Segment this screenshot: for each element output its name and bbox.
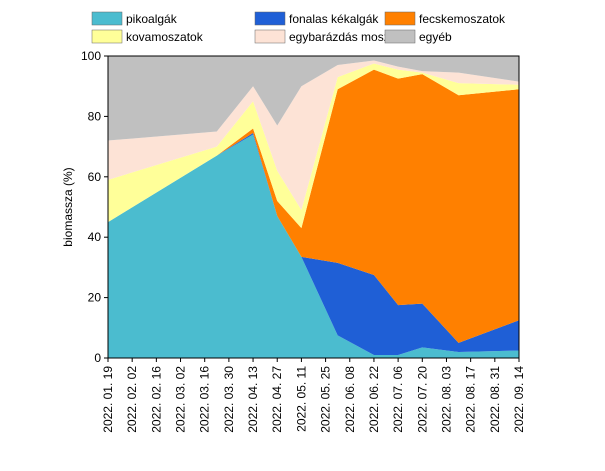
y-tick-label: 20 — [88, 291, 102, 305]
x-tick-label: 2022. 02. 16 — [149, 366, 163, 433]
legend-swatch — [91, 29, 123, 44]
y-tick-label: 40 — [88, 230, 102, 244]
x-tick-label: 2022. 05. 25 — [319, 366, 333, 433]
legend-label: egybarázdás moszatok — [289, 30, 413, 44]
legend-swatch — [254, 29, 286, 44]
legend-swatch — [384, 29, 416, 44]
x-tick-label: 2022. 07. 20 — [415, 366, 429, 433]
x-tick-label: 2022. 09. 14 — [512, 366, 526, 433]
x-tick-label: 2022. 06. 08 — [343, 366, 357, 433]
plot-frame — [107, 55, 520, 359]
legend-swatch — [254, 11, 286, 26]
x-tick-label: 2022. 07. 06 — [391, 366, 405, 433]
x-tick-label: 2022. 01. 19 — [101, 366, 115, 433]
x-tick-label: 2022. 04. 13 — [246, 366, 260, 433]
legend-label: fecskemoszatok — [419, 12, 506, 26]
area — [108, 56, 519, 141]
x-tick-label: 2022. 03. 30 — [222, 366, 236, 433]
x-tick-label: 2022. 03. 16 — [198, 366, 212, 433]
legend-label: fonalas kékalgák — [289, 12, 379, 26]
x-tick-label: 2022. 04. 27 — [270, 366, 284, 433]
x-tick-label: 2022. 02. 02 — [125, 366, 139, 433]
legend-swatch — [91, 11, 123, 26]
area — [108, 69, 519, 343]
area — [108, 60, 519, 211]
y-tick-label: 60 — [88, 170, 102, 184]
x-tick-label: 2022. 05. 11 — [294, 366, 308, 432]
legend-label: kovamoszatok — [126, 30, 204, 44]
x-tick-label: 2022. 06. 22 — [367, 366, 381, 433]
y-tick-label: 80 — [88, 109, 102, 123]
legend-label: pikoalgák — [126, 12, 178, 26]
x-tick-label: 2022. 08. 31 — [488, 366, 502, 433]
legend-label: egyéb — [419, 30, 452, 44]
y-tick-label: 100 — [81, 49, 101, 63]
legend-swatch — [384, 11, 416, 26]
area — [108, 134, 519, 358]
x-tick-label: 2022. 08. 03 — [439, 366, 453, 433]
y-axis-label: biomassza (%) — [61, 167, 75, 246]
y-tick-label: 0 — [94, 351, 101, 365]
x-tick-label: 2022. 08. 17 — [464, 366, 478, 433]
x-tick-label: 2022. 03. 02 — [174, 366, 188, 433]
